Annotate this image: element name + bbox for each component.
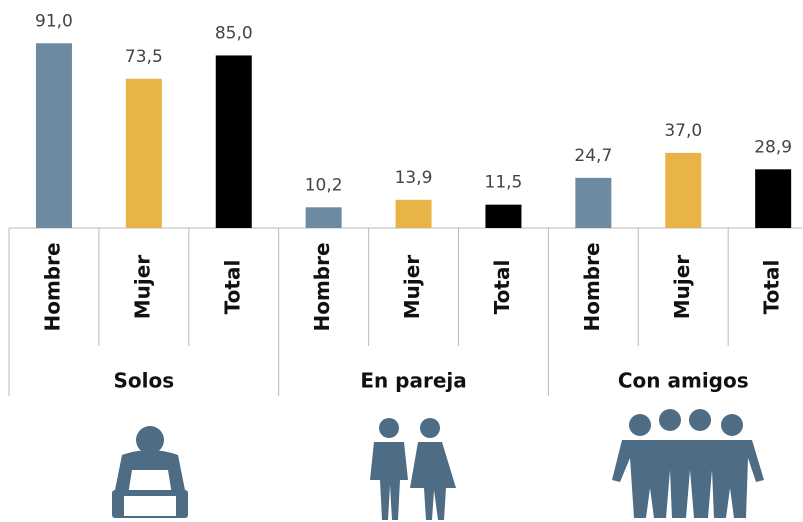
category-label: Mujer xyxy=(400,255,424,320)
bar xyxy=(755,169,792,228)
bar xyxy=(665,152,702,228)
bar xyxy=(215,55,252,229)
bar xyxy=(575,177,612,228)
category-label: Mujer xyxy=(130,255,154,320)
value-label: 13,9 xyxy=(395,168,433,188)
bar xyxy=(485,204,522,228)
group-label: En pareja xyxy=(360,369,466,393)
icon-alone xyxy=(112,426,188,518)
icon-couple xyxy=(370,418,456,520)
value-label: 37,0 xyxy=(664,121,702,141)
value-label: 11,5 xyxy=(485,173,523,193)
value-label: 91,0 xyxy=(35,11,73,31)
value-label: 73,5 xyxy=(125,47,163,67)
value-label: 85,0 xyxy=(215,23,253,43)
category-label: Total xyxy=(220,260,244,315)
icon-friends xyxy=(612,409,764,518)
category-label: Total xyxy=(490,260,514,315)
category-label: Mujer xyxy=(670,255,694,320)
bar xyxy=(35,43,72,228)
value-label: 24,7 xyxy=(574,146,612,166)
category-label: Hombre xyxy=(310,242,334,331)
value-label: 28,9 xyxy=(754,137,792,157)
bar xyxy=(305,207,342,228)
group-label: Solos xyxy=(114,369,175,393)
bar xyxy=(395,199,432,228)
bar xyxy=(125,78,162,228)
category-label: Hombre xyxy=(40,242,64,331)
icons xyxy=(112,409,764,520)
category-label: Hombre xyxy=(580,242,604,331)
value-label: 10,2 xyxy=(305,175,343,195)
group-label: Con amigos xyxy=(618,369,749,393)
category-label: Total xyxy=(760,260,784,315)
